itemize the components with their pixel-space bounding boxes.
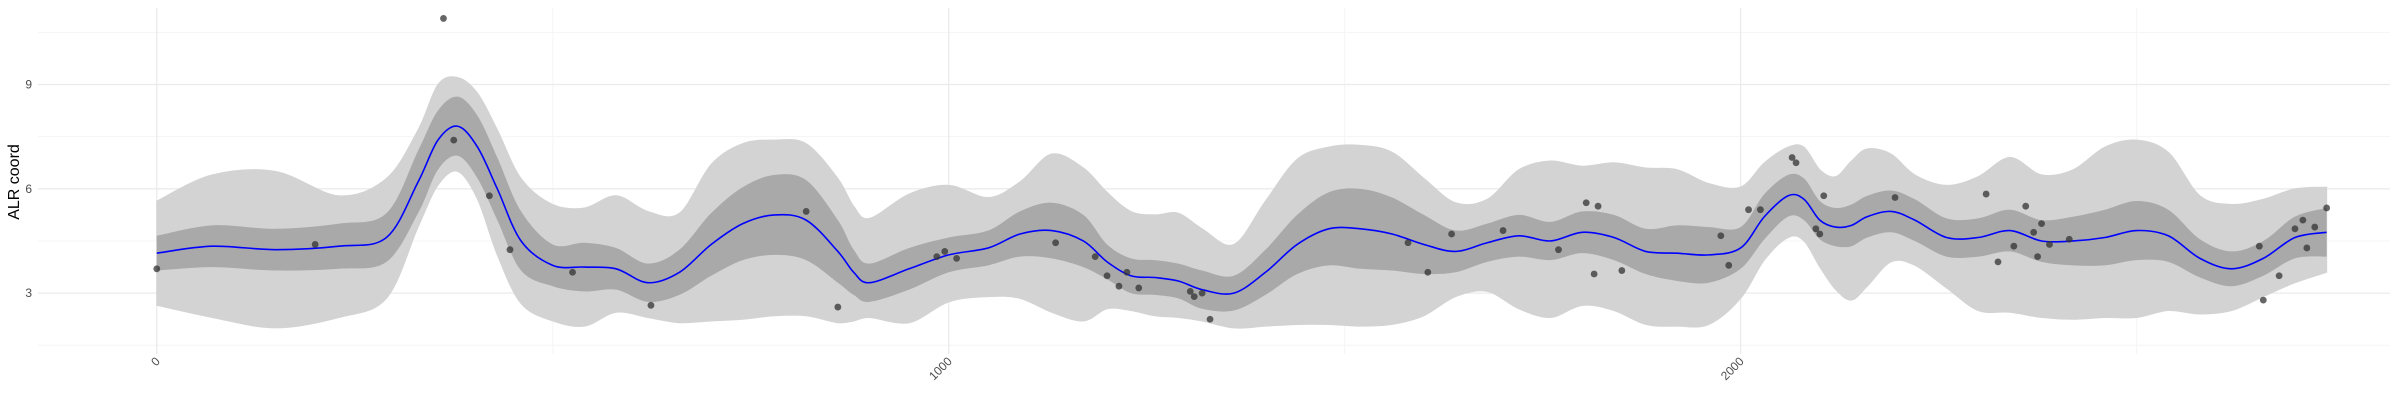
x-tick-label-1000: 1000 [926,354,955,383]
data-point-37 [1792,159,1800,167]
data-point-26 [1499,227,1507,234]
data-point-8 [802,208,810,215]
data-point-33 [1725,261,1733,269]
data-point-47 [2034,253,2041,261]
data-point-42 [1982,190,1990,198]
data-point-14 [1091,253,1099,261]
data-point-16 [1115,282,1123,290]
inner-confidence-band [156,96,2327,312]
data-point-18 [1135,284,1143,292]
data-point-52 [2259,296,2267,304]
y-tick-label-3: 3 [25,286,32,300]
data-point-27 [1555,246,1562,254]
observed-points [153,15,2331,323]
data-point-54 [2291,225,2299,233]
mean-line-path [156,125,2327,295]
data-point-38 [1812,225,1820,233]
y-axis-tick-labels: 3 6 9 [25,78,32,301]
data-point-6 [569,268,576,276]
inner-band-area [156,96,2327,312]
x-tick-label-0: 0 [148,354,163,369]
data-point-43 [1994,258,2002,266]
data-point-39 [1816,230,1824,238]
data-point-13 [1052,239,1060,247]
data-point-31 [1618,267,1626,274]
data-point-51 [2255,242,2263,250]
data-point-46 [2030,228,2038,236]
data-point-53 [2275,272,2283,280]
data-point-23 [1404,239,1412,247]
data-point-25 [1448,230,1455,238]
x-axis-tick-labels: 0 1000 2000 [148,354,1747,383]
data-point-19 [1186,288,1194,295]
data-point-49 [2046,241,2053,248]
data-point-35 [1757,206,1764,214]
data-point-5 [506,246,514,254]
data-point-58 [2323,204,2331,212]
data-point-45 [2022,202,2030,210]
data-point-4 [485,192,493,200]
data-point-3 [450,136,458,144]
data-point-57 [2311,223,2319,231]
data-point-48 [2038,220,2045,227]
data-point-10 [933,253,941,261]
data-point-0 [153,265,161,273]
data-point-32 [1717,232,1725,240]
data-point-21 [1198,289,1206,297]
data-point-12 [953,254,961,262]
data-point-44 [2010,242,2018,250]
data-point-7 [647,301,655,309]
y-tick-label-9: 9 [25,78,32,92]
data-point-9 [834,303,842,311]
data-point-29 [1590,270,1598,278]
data-point-30 [1594,202,1602,210]
data-point-17 [1123,268,1131,276]
data-point-22 [1206,315,1214,323]
x-tick-label-2000: 2000 [1718,354,1747,383]
data-point-1 [311,241,319,248]
data-point-40 [1820,192,1828,200]
data-point-56 [2303,244,2311,252]
data-point-50 [2065,235,2073,243]
data-point-2 [440,15,447,22]
mean-curve [156,125,2327,295]
data-point-41 [1891,194,1899,201]
data-point-20 [1190,293,1198,301]
data-point-15 [1103,272,1111,280]
data-point-28 [1582,199,1590,207]
y-tick-label-6: 6 [25,182,32,196]
data-point-24 [1424,268,1432,276]
y-axis-title: ALR coord [6,144,23,220]
data-point-55 [2299,216,2307,224]
data-point-34 [1745,206,1752,214]
data-point-36 [1788,154,1796,161]
data-point-11 [941,248,949,255]
